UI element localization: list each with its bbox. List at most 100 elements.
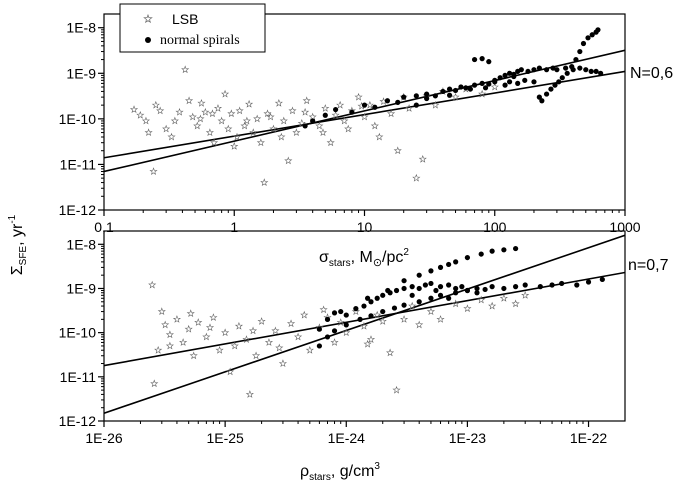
- lsb-point: [278, 359, 287, 367]
- normal-spiral-point: [368, 299, 374, 305]
- legend: LSB normal spirals: [119, 3, 266, 53]
- normal-spiral-point: [401, 278, 407, 284]
- bottom-y-ticks: 1E-12 1E-11 1E-10 1E-9 1E-8: [59, 236, 104, 429]
- lsb-point: [363, 339, 372, 348]
- normal-spiral-point: [446, 295, 452, 301]
- normal-spiral-point: [416, 285, 422, 292]
- legend-box: [119, 3, 266, 53]
- lsb-point: [196, 114, 205, 123]
- lsb-point: [251, 351, 261, 360]
- lsb-point: [220, 89, 230, 98]
- lsb-point: [415, 320, 424, 329]
- normal-spiral-point: [353, 306, 359, 312]
- bottom-x-axis-label-sup: 3: [374, 461, 380, 472]
- normal-spiral-point: [543, 67, 550, 73]
- normal-spiral-point: [413, 93, 419, 99]
- normal-spiral-point: [324, 316, 331, 322]
- top-x-axis-label-sup: 2: [403, 247, 409, 258]
- normal-spiral-point: [588, 68, 594, 75]
- normal-spiral-point: [595, 27, 601, 33]
- normal-spiral-point: [549, 282, 555, 288]
- normal-spiral-point: [559, 280, 565, 287]
- lsb-point: [245, 390, 254, 398]
- lsb-point: [354, 92, 363, 101]
- x-tick-label: 1E-25: [206, 430, 244, 446]
- x-tick-label: 1: [230, 219, 238, 235]
- normal-spiral-point: [428, 280, 434, 287]
- lsb-point: [405, 104, 414, 112]
- lsb-point: [197, 98, 206, 107]
- lsb-point: [366, 335, 376, 343]
- normal-spiral-point: [552, 82, 558, 88]
- normal-spiral-point: [316, 343, 322, 349]
- lsb-point: [351, 307, 360, 316]
- y-axis-label-mid: , yr: [9, 223, 26, 246]
- lsb-point: [431, 100, 440, 109]
- normal-spiral-point: [316, 326, 322, 332]
- normal-spiral-point: [536, 94, 542, 100]
- normal-spiral-point: [522, 282, 528, 288]
- normal-spiral-point: [380, 308, 386, 315]
- normal-spiral-point: [428, 268, 434, 274]
- x-tick-label: 1E-26: [85, 430, 123, 446]
- lsb-point: [326, 138, 335, 147]
- normal-spiral-point: [333, 106, 339, 113]
- bottom-lsb-points: [148, 280, 530, 398]
- lsb-point: [365, 100, 374, 109]
- y-axis-label-sup: -1: [7, 214, 18, 223]
- lsb-point: [221, 328, 230, 337]
- normal-spiral-point: [409, 292, 415, 298]
- lsb-point: [301, 107, 310, 116]
- normal-spiral-point: [331, 310, 338, 316]
- lsb-point: [359, 321, 369, 330]
- normal-spiral-point: [349, 109, 355, 115]
- normal-spiral-point: [380, 292, 386, 298]
- normal-spiral-point: [453, 259, 459, 265]
- lsb-point: [275, 343, 284, 352]
- normal-spiral-point: [471, 56, 478, 63]
- lsb-point: [215, 345, 224, 354]
- y-tick-label: 1E-9: [66, 280, 96, 296]
- lsb-point: [463, 304, 472, 313]
- lsb-point: [240, 121, 249, 130]
- normal-spiral-point: [522, 77, 528, 83]
- lsb-point: [154, 345, 163, 354]
- normal-spiral-point: [548, 86, 554, 92]
- lsb-point: [375, 132, 384, 141]
- bottom-x-ticks: 1E-26 1E-25 1E-24 1E-23 1E-22: [85, 421, 607, 446]
- lsb-point: [436, 315, 445, 323]
- lsb-point: [230, 341, 239, 350]
- lsb-point: [157, 307, 166, 316]
- lsb-point: [319, 305, 328, 314]
- lsb-point: [129, 105, 139, 114]
- lsb-point: [226, 367, 235, 376]
- y-tick-label: 1E-11: [60, 156, 97, 172]
- normal-spiral-point: [482, 286, 488, 293]
- normal-spiral-point: [554, 67, 560, 73]
- lsb-point: [331, 110, 340, 119]
- lsb-point: [418, 154, 427, 163]
- lsb-point: [392, 385, 401, 394]
- lsb-point: [185, 96, 194, 105]
- lsb-point: [490, 82, 499, 91]
- x-tick-label: 100: [483, 219, 507, 235]
- lsb-point: [271, 326, 280, 335]
- normal-spiral-point: [585, 35, 591, 41]
- normal-spiral-point: [385, 287, 391, 294]
- legend-label-lsb: LSB: [172, 11, 198, 27]
- normal-spiral-point: [464, 254, 471, 261]
- lsb-point: [230, 142, 239, 150]
- normal-spiral-point: [537, 284, 543, 290]
- lsb-point: [264, 338, 274, 346]
- normal-spiral-point: [467, 86, 473, 92]
- lsb-point: [451, 299, 460, 308]
- normal-spiral-point: [550, 65, 556, 71]
- normal-spiral-point: [577, 48, 583, 55]
- top-x-axis-label-symbol: σ: [319, 249, 329, 266]
- normal-spiral-point: [506, 79, 513, 85]
- bottom-panel: 1E-26 1E-25 1E-24 1E-23 1E-22 1E-121E-111E-1…: [59, 230, 669, 483]
- y-tick-label: 1E-8: [66, 236, 96, 252]
- normal-spiral-point: [531, 67, 537, 73]
- lsb-point: [205, 323, 215, 332]
- normal-spiral-point: [502, 72, 508, 78]
